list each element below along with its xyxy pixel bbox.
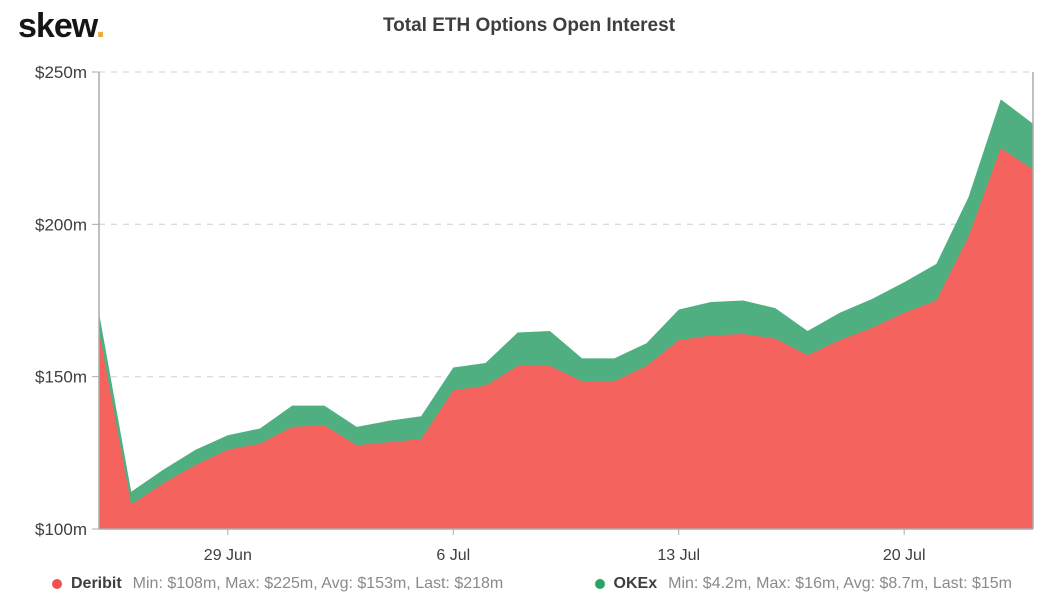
- okex-series-dot-icon: [594, 579, 605, 589]
- x-axis-label: 13 Jul: [657, 547, 700, 564]
- chart-title: Total ETH Options Open Interest: [382, 15, 676, 36]
- chart-legend: Deribit Min: $108m, Max: $225m, Avg: $15…: [0, 575, 1058, 593]
- skew-logo: skew.: [18, 6, 106, 46]
- legend-item-deribit[interactable]: Deribit Min: $108m, Max: $225m, Avg: $15…: [52, 575, 503, 593]
- y-axis-label: $200m: [35, 215, 87, 234]
- legend-stats-okex: Min: $4.2m, Max: $16m, Avg: $8.7m, Last:…: [668, 575, 1012, 592]
- y-axis-label: $250m: [35, 63, 87, 82]
- legend-item-okex[interactable]: OKEx Min: $4.2m, Max: $16m, Avg: $8.7m, …: [594, 575, 1012, 593]
- y-axis-label: $100m: [35, 520, 87, 539]
- legend-name-deribit: Deribit: [71, 575, 122, 592]
- deribit-series-dot-icon: [52, 579, 62, 589]
- logo-dot: .: [95, 7, 106, 45]
- x-axis-label: 6 Jul: [436, 547, 470, 564]
- eth-options-open-interest-chart: $250m $200m $150m $100m 29 Jun 6 Jul 13 Jul 20 …: [35, 63, 1034, 564]
- x-axis-label: 29 Jun: [204, 547, 252, 564]
- y-axis-label: $150m: [35, 368, 87, 387]
- deribit-area: [99, 148, 1033, 529]
- logo-text: skew: [18, 7, 97, 45]
- x-axis-label: 20 Jul: [883, 547, 926, 564]
- legend-name-okex: OKEx: [613, 575, 658, 592]
- legend-stats-deribit: Min: $108m, Max: $225m, Avg: $153m, Last…: [132, 575, 504, 592]
